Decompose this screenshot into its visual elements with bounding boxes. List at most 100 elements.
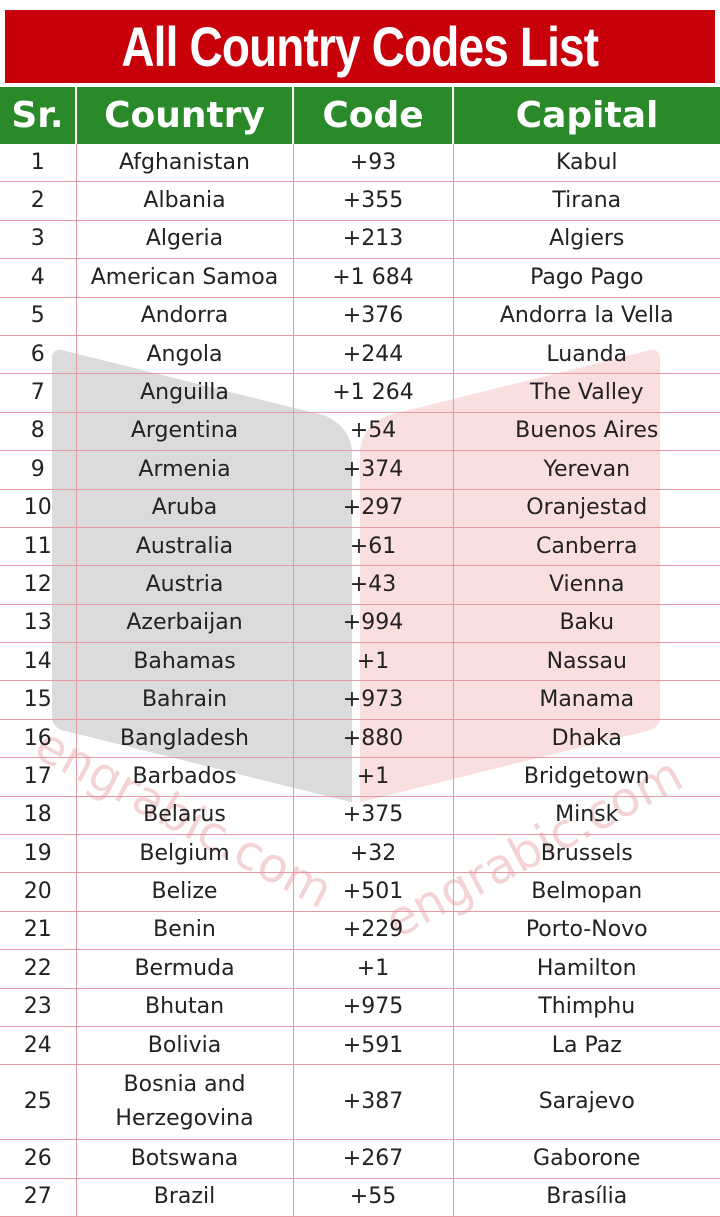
cell-capital: The Valley	[452, 373, 720, 413]
cell-code: +375	[292, 796, 453, 836]
table-row: 24 Bolivia +591 La Paz	[0, 1026, 720, 1066]
cell-country: Armenia	[75, 450, 293, 490]
cell-country: Belarus	[75, 796, 293, 836]
table-row: 4 American Samoa +1 684 Pago Pago	[0, 258, 720, 298]
table-row: 5 Andorra +376 Andorra la Vella	[0, 297, 720, 336]
cell-sr: 21	[0, 911, 76, 951]
table-row: 22 Bermuda +1 Hamilton	[0, 949, 720, 989]
cell-capital: Hamilton	[452, 949, 720, 989]
cell-capital: Oranjestad	[452, 489, 720, 528]
cell-capital: Algiers	[452, 220, 720, 260]
cell-sr: 1	[0, 144, 76, 183]
cell-sr: 7	[0, 373, 76, 413]
cell-country: Bahrain	[75, 680, 293, 720]
cell-code: +994	[292, 604, 453, 644]
table-row: 13 Azerbaijan +994 Baku	[0, 604, 720, 644]
cell-sr: 10	[0, 489, 76, 528]
cell-sr: 16	[0, 719, 76, 759]
table-row: 26 Botswana +267 Gaborone	[0, 1139, 720, 1179]
table-header-row: Sr. Country Code Capital	[0, 87, 720, 144]
title-text: All Country Codes List	[121, 15, 600, 78]
cell-capital: Brussels	[452, 834, 720, 874]
cell-capital: Dhaka	[452, 719, 720, 759]
cell-capital: Bridgetown	[452, 757, 720, 797]
cell-sr: 8	[0, 412, 76, 452]
table-row: 16 Bangladesh +880 Dhaka	[0, 719, 720, 759]
cell-sr: 11	[0, 527, 76, 567]
table-row: 10 Aruba +297 Oranjestad	[0, 489, 720, 528]
cell-country: American Samoa	[75, 258, 293, 298]
cell-capital: Baku	[452, 604, 720, 644]
cell-sr: 24	[0, 1026, 76, 1066]
cell-code: +1	[292, 949, 453, 989]
cell-capital: Brasília	[452, 1178, 720, 1217]
cell-country: Bosnia and Herzegovina	[75, 1064, 293, 1141]
header-code: Code	[292, 87, 453, 144]
cell-code: +93	[292, 144, 453, 183]
cell-code: +376	[292, 297, 453, 336]
cell-capital: Buenos Aires	[452, 412, 720, 452]
cell-code: +1 684	[292, 258, 453, 298]
cell-sr: 27	[0, 1178, 76, 1217]
cell-country: Albania	[75, 181, 293, 221]
cell-code: +32	[292, 834, 453, 874]
cell-capital: Minsk	[452, 796, 720, 836]
cell-country: Andorra	[75, 297, 293, 336]
cell-capital: Vienna	[452, 565, 720, 605]
cell-capital: Porto-Novo	[452, 911, 720, 951]
header-sr: Sr.	[0, 87, 76, 144]
cell-code: +244	[292, 335, 453, 375]
cell-capital: Canberra	[452, 527, 720, 567]
table-row: 7 Anguilla +1 264 The Valley	[0, 373, 720, 413]
cell-sr: 12	[0, 565, 76, 605]
table-row: 8 Argentina +54 Buenos Aires	[0, 412, 720, 452]
cell-code: +501	[292, 872, 453, 912]
cell-capital: Belmopan	[452, 872, 720, 912]
cell-code: +973	[292, 680, 453, 720]
cell-country: Botswana	[75, 1139, 293, 1179]
header-capital: Capital	[452, 87, 720, 144]
cell-sr: 14	[0, 642, 76, 682]
cell-capital: Luanda	[452, 335, 720, 375]
cell-sr: 20	[0, 872, 76, 912]
country-codes-table: Sr. Country Code Capital 1 Afghanistan +93…	[0, 87, 720, 1217]
cell-code: +1	[292, 642, 453, 682]
cell-country: Brazil	[75, 1178, 293, 1217]
cell-capital: Kabul	[452, 144, 720, 183]
cell-code: +297	[292, 489, 453, 528]
cell-code: +880	[292, 719, 453, 759]
page-title: All Country Codes List	[5, 10, 715, 83]
cell-country: Bolivia	[75, 1026, 293, 1066]
table-row: 15 Bahrain +973 Manama	[0, 680, 720, 720]
cell-code: +975	[292, 988, 453, 1027]
cell-sr: 3	[0, 220, 76, 260]
cell-country: Bangladesh	[75, 719, 293, 759]
cell-code: +55	[292, 1178, 453, 1217]
cell-sr: 18	[0, 796, 76, 836]
cell-capital: Sarajevo	[452, 1064, 720, 1141]
cell-code: +387	[292, 1064, 453, 1141]
cell-code: +229	[292, 911, 453, 951]
table-row: 3 Algeria +213 Algiers	[0, 220, 720, 260]
cell-sr: 4	[0, 258, 76, 298]
cell-sr: 22	[0, 949, 76, 989]
cell-country: Australia	[75, 527, 293, 567]
header-country: Country	[75, 87, 293, 144]
cell-capital: Manama	[452, 680, 720, 720]
cell-sr: 17	[0, 757, 76, 797]
table-row: 23 Bhutan +975 Thimphu	[0, 988, 720, 1027]
cell-country: Bahamas	[75, 642, 293, 682]
cell-country: Benin	[75, 911, 293, 951]
cell-capital: Tirana	[452, 181, 720, 221]
cell-sr: 19	[0, 834, 76, 874]
table-row: 20 Belize +501 Belmopan	[0, 872, 720, 912]
table-row: 19 Belgium +32 Brussels	[0, 834, 720, 874]
cell-sr: 5	[0, 297, 76, 336]
table-row: 11 Australia +61 Canberra	[0, 527, 720, 567]
cell-country: Argentina	[75, 412, 293, 452]
cell-country: Algeria	[75, 220, 293, 260]
table-row: 17 Barbados +1 Bridgetown	[0, 757, 720, 797]
cell-country: Angola	[75, 335, 293, 375]
cell-code: +374	[292, 450, 453, 490]
table-row: 21 Benin +229 Porto-Novo	[0, 911, 720, 951]
